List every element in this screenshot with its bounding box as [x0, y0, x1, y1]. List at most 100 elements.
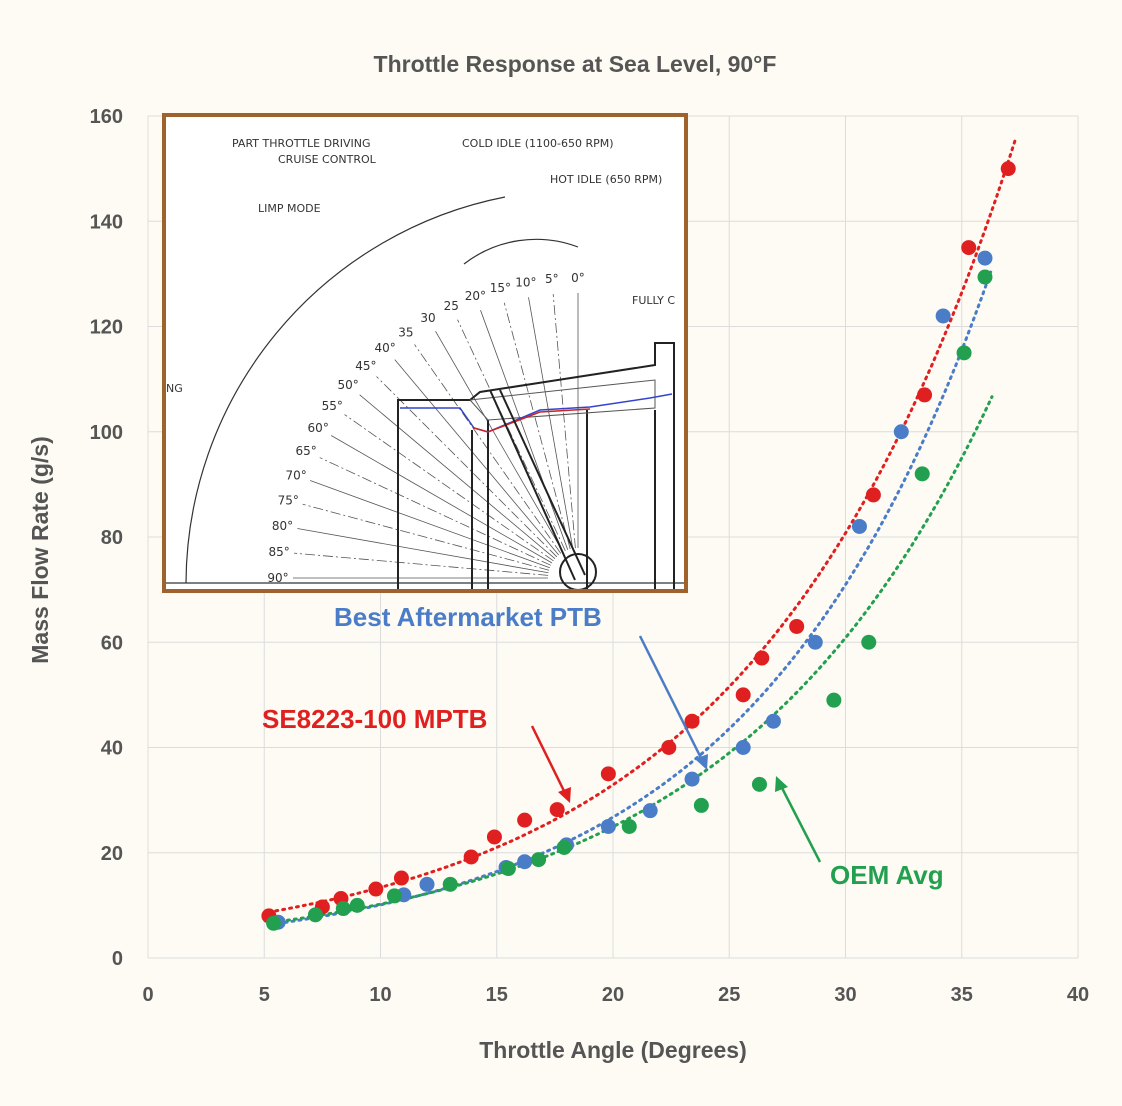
data-point-series-2	[956, 345, 972, 361]
angle-label: 10°	[515, 276, 536, 290]
data-point-series-0	[549, 802, 565, 818]
part-throttle-arc	[185, 196, 506, 584]
throttle-bore-walls	[471, 410, 656, 591]
y-tick-label: 0	[112, 948, 123, 970]
data-point-series-2	[693, 797, 709, 813]
angle-label: 50°	[338, 378, 359, 392]
x-axis-title: Throttle Angle (Degrees)	[479, 1037, 747, 1063]
angle-label: 30	[420, 311, 435, 325]
y-tick-label: 40	[101, 738, 123, 760]
data-point-series-2	[977, 269, 993, 285]
angle-ray	[330, 435, 553, 564]
data-point-series-2	[556, 839, 572, 855]
inset-label-part-throttle: PART THROTTLE DRIVING	[232, 137, 371, 150]
y-tick-label: 160	[90, 106, 123, 128]
angle-label: 45°	[355, 359, 376, 373]
data-point-series-1	[600, 818, 616, 834]
throttle-angle-diagram: PART THROTTLE DRIVING CRUISE CONTROL COL…	[162, 113, 688, 593]
annotation-best-ptb-arrow	[638, 635, 704, 761]
annotation-se8223-arrowhead	[558, 787, 571, 803]
y-tick-label: 20	[101, 843, 123, 865]
data-point-series-0	[865, 487, 881, 503]
x-tick-label: 25	[718, 984, 740, 1006]
data-point-series-2	[335, 901, 351, 917]
y-tick-label: 140	[90, 211, 123, 233]
data-point-series-2	[307, 907, 323, 923]
data-point-series-1	[684, 771, 700, 787]
data-point-series-2	[266, 915, 282, 931]
angle-ray	[552, 294, 576, 549]
angle-label: 40°	[375, 341, 396, 355]
annotation-oem-arrow	[779, 785, 822, 863]
x-tick-label: 20	[602, 984, 624, 1006]
angle-label: 15°	[490, 281, 511, 295]
annotation-se8223: SE8223-100 MPTB	[262, 704, 487, 734]
y-tick-label: 80	[101, 527, 123, 549]
data-point-series-2	[751, 776, 767, 792]
data-point-series-2	[861, 634, 877, 650]
data-point-series-1	[517, 854, 533, 870]
x-tick-label: 35	[951, 984, 973, 1006]
data-point-series-2	[826, 692, 842, 708]
angle-ray	[294, 552, 549, 576]
angle-label: 65°	[295, 444, 316, 458]
angle-ray	[319, 457, 551, 566]
x-tick-label: 30	[834, 984, 856, 1006]
idle-arc	[463, 238, 579, 265]
annotation-best-ptb-arrowhead	[695, 754, 708, 770]
hatched-region	[468, 379, 656, 421]
x-tick-label: 40	[1067, 984, 1089, 1006]
angle-label: 85°	[269, 545, 290, 559]
angle-label: 35	[398, 325, 413, 339]
data-point-series-0	[368, 881, 384, 897]
angle-ray	[503, 302, 571, 550]
throttle-body-outline	[397, 342, 675, 591]
angle-ray	[480, 310, 569, 550]
inset-label-limp: LIMP MODE	[258, 202, 321, 215]
data-point-series-0	[961, 240, 977, 256]
annotation-best-ptb: Best Aftermarket PTB	[334, 602, 602, 632]
angle-ray	[302, 503, 550, 571]
y-tick-label: 120	[90, 317, 123, 339]
y-tick-label: 60	[101, 632, 123, 654]
x-tick-labels: 0 5 10 15 20 25 30 35 40	[142, 984, 1089, 1006]
data-point-series-2	[349, 897, 365, 913]
angle-ray	[528, 297, 574, 549]
annotation-oem: OEM Avg	[830, 860, 944, 890]
data-point-series-0	[600, 766, 616, 782]
inset-label-fully-closed: FULLY C	[632, 294, 675, 307]
angle-ray	[457, 319, 566, 551]
x-tick-label: 15	[486, 984, 508, 1006]
data-point-series-2	[621, 818, 637, 834]
inset-background	[164, 115, 686, 591]
angle-ray	[310, 480, 550, 569]
angle-label: 55°	[322, 399, 343, 413]
data-point-series-0	[463, 849, 479, 865]
angle-label: 70°	[285, 468, 306, 482]
data-point-series-0	[393, 870, 409, 886]
data-point-series-1	[977, 250, 993, 266]
angle-ray	[297, 528, 549, 574]
trendline-series-0	[267, 138, 1017, 914]
angle-label: 5°	[545, 272, 559, 286]
angle-ray	[376, 376, 558, 558]
data-point-series-1	[642, 803, 658, 819]
data-point-series-0	[917, 387, 933, 403]
angle-ray	[359, 394, 556, 560]
angle-label: 90°	[267, 571, 288, 585]
data-point-series-1	[851, 518, 867, 534]
data-point-series-0	[1000, 161, 1016, 177]
data-point-series-2	[442, 876, 458, 892]
angle-label: 75°	[278, 493, 299, 507]
data-point-series-0	[517, 812, 533, 828]
x-tick-label: 5	[259, 984, 270, 1006]
data-point-series-2	[914, 466, 930, 482]
data-point-series-0	[789, 618, 805, 634]
x-tick-label: 0	[142, 984, 153, 1006]
data-point-series-0	[661, 740, 677, 755]
angle-label: 60°	[308, 421, 329, 435]
data-point-series-2	[531, 852, 547, 868]
angle-ray	[435, 330, 564, 553]
